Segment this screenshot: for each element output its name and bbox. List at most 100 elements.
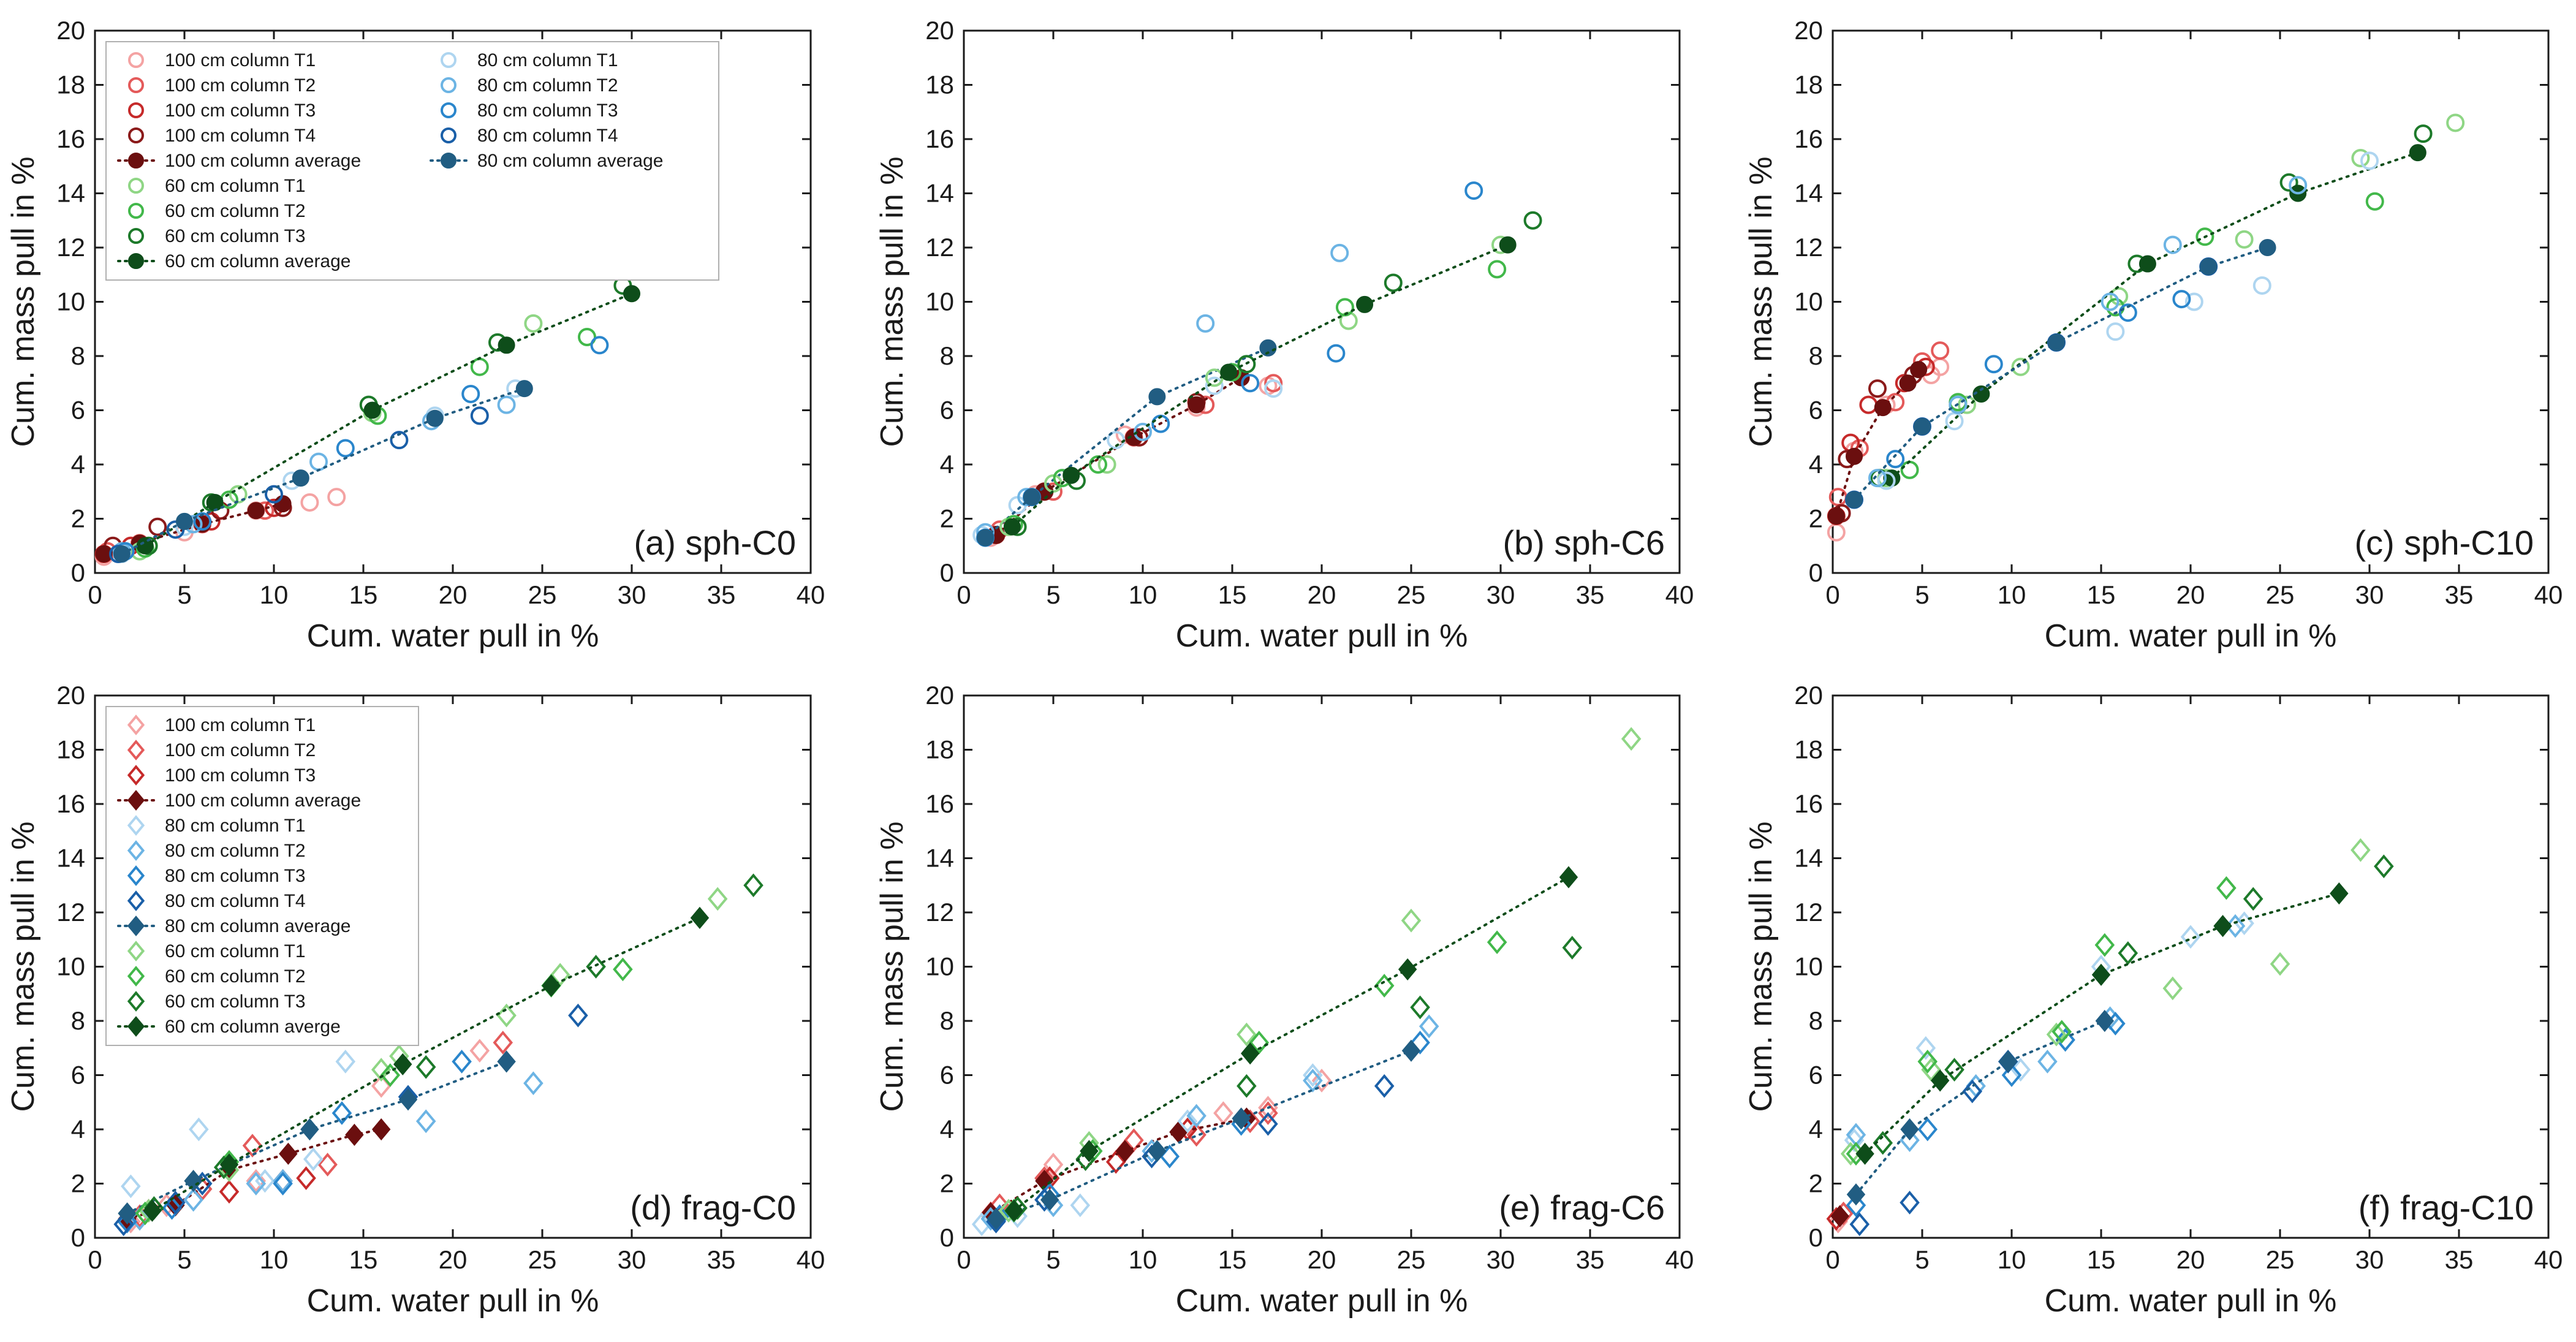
legend-item: 100 cm column T1 (128, 50, 316, 70)
data-point (2138, 255, 2156, 273)
y-tick-label: 20 (1794, 681, 1823, 710)
x-tick-label: 5 (177, 1245, 191, 1274)
legend-label: 100 cm column T2 (165, 75, 316, 96)
data-point (586, 955, 606, 979)
y-tick-label: 18 (56, 735, 85, 764)
data-point (300, 1118, 319, 1141)
data-point (148, 517, 167, 536)
legend-label: 100 cm column average (165, 790, 361, 811)
series-60-cm-column-averge (143, 906, 710, 1222)
data-point (1384, 273, 1403, 292)
series-80-cm-column-t3 (116, 336, 609, 561)
y-axis-title: Cum. mass pull in % (874, 157, 910, 447)
data-point (2243, 887, 2263, 911)
x-tick-label: 10 (260, 1245, 289, 1274)
average-trend-line (994, 1049, 1412, 1220)
y-tick-label: 8 (1809, 341, 1823, 370)
legend-label: 60 cm column T2 (165, 966, 306, 987)
data-point (2095, 1009, 2115, 1033)
data-point (1258, 1112, 1278, 1136)
data-point (2163, 235, 2182, 254)
y-tick-label: 12 (925, 233, 954, 262)
x-tick-label: 40 (797, 580, 825, 609)
legend-marker (128, 52, 144, 68)
x-tick-label: 25 (2266, 580, 2295, 609)
x-tick-label: 0 (1825, 1245, 1839, 1274)
data-point (121, 1174, 141, 1199)
y-tick-label: 2 (1809, 504, 1823, 533)
data-point (1134, 422, 1152, 441)
data-point (265, 485, 283, 504)
data-point (1148, 388, 1166, 406)
legend-label: 100 cm column T1 (165, 50, 316, 70)
data-point (1374, 1074, 1395, 1098)
data-point (524, 314, 543, 333)
data-point (331, 1101, 352, 1125)
x-tick-label: 40 (2534, 1245, 2563, 1274)
legend-box (105, 706, 419, 1046)
data-point (1621, 727, 1642, 751)
plot-frame (963, 29, 1681, 574)
data-point (1855, 1142, 1874, 1165)
data-point (2289, 176, 2308, 195)
series-60-cm-column-t3 (1873, 854, 2394, 1155)
legend-marker (127, 991, 145, 1012)
y-tick-label: 20 (1794, 16, 1823, 45)
data-point (1258, 1096, 1278, 1120)
data-point (2162, 976, 2183, 1001)
panel-label: (d) frag-C0 (630, 1188, 796, 1227)
data-point (136, 537, 154, 555)
data-point (371, 1118, 391, 1141)
x-tick-label: 20 (1308, 580, 1336, 609)
y-tick-label: 16 (56, 124, 85, 153)
series-60-cm-column-average (1003, 236, 1517, 536)
x-tick-label: 20 (439, 580, 468, 609)
panel-6: 0 5 10 15 20 25 30 35 40 0 2 4 6 8 10 12 14 16 18 20 Cum. wa… (1743, 681, 2563, 1319)
legend-item: 80 cm column T4 (441, 126, 618, 146)
legend-label: 80 cm column T4 (165, 891, 306, 911)
series-60-cm-column-t3 (1008, 211, 1542, 536)
x-tick-label: 25 (1397, 580, 1426, 609)
data-point (1220, 363, 1238, 381)
x-tick-label: 25 (1397, 1245, 1426, 1274)
plot-frame (1832, 29, 2550, 574)
data-point (189, 1117, 209, 1142)
y-tick-label: 2 (940, 1169, 954, 1198)
series-60-cm-column-t2 (1900, 192, 2384, 479)
data-point (1148, 1140, 1167, 1162)
data-point (2200, 257, 2218, 275)
data-point (2051, 1020, 2072, 1044)
data-point (1249, 1031, 1270, 1055)
x-tick-label: 35 (1576, 1245, 1605, 1274)
data-point (317, 1153, 338, 1177)
data-point (1900, 1118, 1919, 1141)
y-axis-title: Cum. mass pull in % (1743, 157, 1779, 447)
x-tick-label: 20 (439, 1245, 468, 1274)
series-60-cm-column-t2 (1004, 930, 1507, 1223)
data-point (690, 906, 710, 929)
x-tick-label: 10 (1998, 580, 2026, 609)
legend-item: 100 cm column T2 (127, 740, 316, 760)
x-tick-label: 40 (1665, 1245, 1694, 1274)
data-point (1910, 361, 1928, 379)
legend-marker (128, 178, 144, 194)
data-point (2259, 239, 2276, 256)
data-point (2106, 322, 2125, 341)
data-point (1188, 396, 1205, 414)
data-point (1900, 460, 1919, 479)
data-point (2048, 333, 2065, 351)
data-point (452, 1050, 472, 1074)
x-tick-label: 25 (2266, 1245, 2295, 1274)
data-point (2195, 227, 2214, 246)
legend-marker (127, 865, 145, 886)
data-point (415, 1109, 436, 1134)
legend-marker (128, 253, 144, 269)
data-point (1962, 1079, 1983, 1104)
y-tick-label: 2 (940, 504, 954, 533)
panel-label: (e) frag-C6 (1499, 1188, 1665, 1227)
data-point (2184, 292, 2203, 311)
panel-3: 0 5 10 15 20 25 30 35 40 0 2 4 6 8 10 12 14 16 18 20 Cum. wa… (1743, 16, 2563, 654)
data-point (498, 336, 515, 354)
y-axis-title: Cum. mass pull in % (1743, 822, 1779, 1112)
